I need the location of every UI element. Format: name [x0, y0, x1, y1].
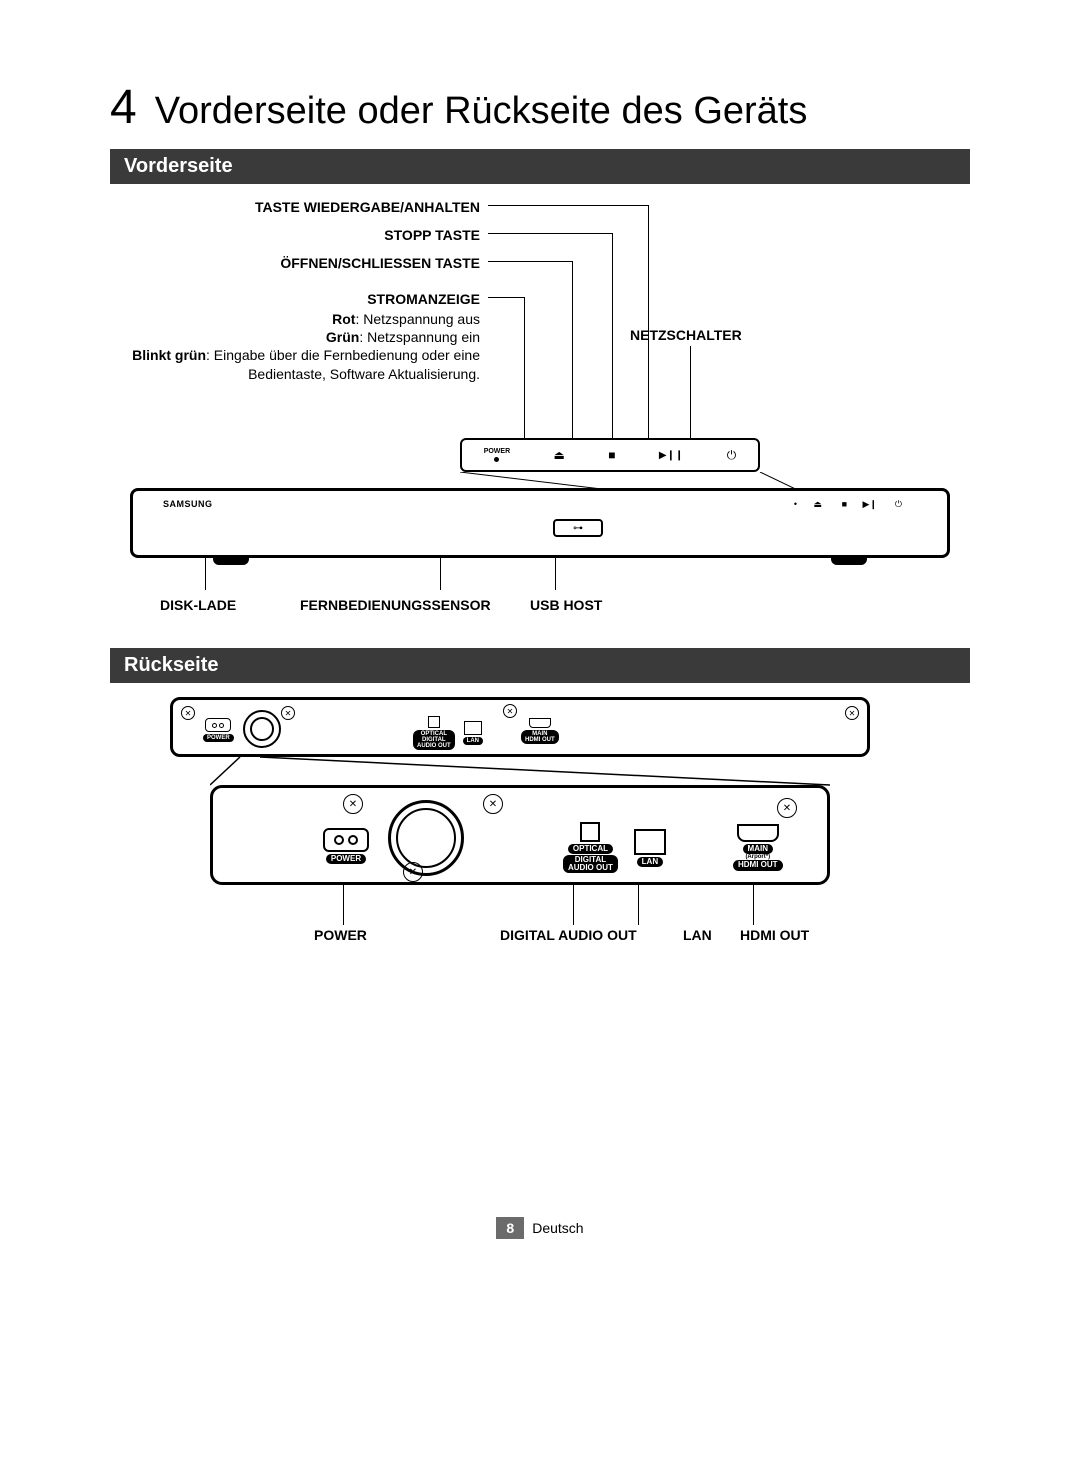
- leader: [488, 261, 572, 262]
- brand-logo: SAMSUNG: [163, 499, 213, 509]
- port-label: LAN: [637, 857, 663, 867]
- desc-red-text: : Netzspannung aus: [355, 311, 480, 327]
- label-back-digital-audio: DIGITAL AUDIO OUT: [500, 927, 637, 943]
- port-label: OPTICAL: [568, 844, 613, 854]
- back-zoom-wedge: [210, 757, 830, 787]
- label-power-switch: NETZSCHALTER: [630, 326, 742, 344]
- screw-icon: ✕: [343, 794, 363, 814]
- mini-led-icon: •: [794, 499, 797, 509]
- label-stop: STOPP TASTE: [110, 226, 480, 244]
- label-usb-host: USB HOST: [530, 596, 602, 614]
- leader: [690, 346, 691, 438]
- port-label: MAINHDMI OUT: [521, 730, 559, 744]
- label-remote-sensor: FERNBEDIENUNGSSENSOR: [300, 596, 491, 614]
- port-label: HDMI OUT: [733, 860, 783, 870]
- leader: [612, 233, 613, 438]
- power-icon: ⏻: [727, 448, 737, 463]
- screw-icon: ✕: [181, 706, 195, 720]
- play-pause-icon: ▶❙❙: [659, 450, 683, 461]
- front-controls-zoom: POWER ⏏ ■ ▶❙❙ ⏻: [460, 438, 760, 472]
- label-back-lan: LAN: [683, 927, 712, 943]
- mini-eject-icon: ⏏: [813, 499, 822, 510]
- screw-icon: ✕: [483, 794, 503, 814]
- leader: [343, 885, 344, 925]
- fan-icon: [388, 800, 464, 876]
- heading-number: 4: [110, 80, 137, 135]
- label-open-close: ÖFFNEN/SCHLIESSEN TASTE: [110, 254, 480, 272]
- back-diagram: ✕ ✕ ✕ ✕ POWER OPTICALDIGITALAUDIO OUT LA…: [110, 697, 970, 957]
- screw-icon: ✕: [503, 704, 517, 718]
- power-port: POWER: [323, 828, 369, 864]
- page-number: 8: [496, 1217, 524, 1239]
- desc-green-key: Grün: [326, 329, 359, 345]
- page-footer: 8 Deutsch: [110, 1217, 970, 1239]
- leader: [524, 297, 525, 438]
- mini-play-icon: ▶❙: [863, 499, 877, 510]
- port-label: LAN: [463, 737, 483, 745]
- stop-icon: ■: [608, 448, 615, 462]
- port-label: DIGITALAUDIO OUT: [563, 855, 618, 873]
- label-power-indicator: STROMANZEIGE: [110, 290, 480, 308]
- optical-port: OPTICAL DIGITALAUDIO OUT: [563, 822, 618, 873]
- screw-icon: ✕: [281, 706, 295, 720]
- desc-green-text: : Netzspannung ein: [359, 329, 480, 345]
- device-foot: [213, 555, 249, 565]
- mini-stop-icon: ■: [842, 499, 847, 509]
- desc-blink-key: Blinkt grün: [132, 347, 206, 363]
- port-label: OPTICALDIGITALAUDIO OUT: [413, 730, 455, 750]
- leader: [573, 885, 574, 925]
- port-label: POWER: [203, 734, 234, 742]
- fan-icon: [243, 710, 281, 748]
- section-bar-front: Vorderseite: [110, 149, 970, 184]
- device-foot: [831, 555, 867, 565]
- optical-port-small: OPTICALDIGITALAUDIO OUT: [413, 716, 455, 750]
- zoom-power-label: POWER: [484, 448, 510, 455]
- lan-port-small: LAN: [463, 721, 483, 745]
- label-play-pause: TASTE WIEDERGABE/ANHALTEN: [110, 198, 480, 216]
- power-indicator-desc: Rot: Netzspannung aus Grün: Netzspannung…: [110, 310, 480, 383]
- port-label: POWER: [326, 854, 366, 864]
- leader: [488, 297, 524, 298]
- hdmi-port-small: MAINHDMI OUT: [521, 718, 559, 744]
- heading-title: Vorderseite oder Rückseite des Geräts: [155, 90, 808, 133]
- eject-icon: ⏏: [554, 448, 565, 462]
- power-port-small: POWER: [203, 718, 234, 742]
- hdmi-port: MAIN (Arport*) HDMI OUT: [733, 824, 783, 871]
- desc-blink-text: : Eingabe über die Fernbedienung oder ei…: [206, 347, 480, 381]
- back-device-zoom: ✕ ✕ ✕ ✕ POWER OPTICAL DIGITALAUDIO OUT: [210, 785, 830, 885]
- leader: [638, 885, 639, 925]
- front-diagram: TASTE WIEDERGABE/ANHALTEN STOPP TASTE ÖF…: [110, 198, 970, 618]
- leader: [572, 261, 573, 438]
- leader: [488, 205, 648, 206]
- port-label: MAIN: [743, 844, 773, 854]
- screw-icon: ✕: [777, 798, 797, 818]
- label-back-power: POWER: [314, 927, 367, 943]
- usb-port-icon: ⊶: [553, 519, 603, 537]
- footer-language: Deutsch: [532, 1220, 583, 1236]
- leader: [648, 205, 649, 438]
- power-led-icon: [494, 457, 499, 462]
- label-disk-tray: DISK-LADE: [160, 596, 236, 614]
- desc-red-key: Rot: [332, 311, 355, 327]
- leader: [488, 233, 612, 234]
- screw-icon: ✕: [845, 706, 859, 720]
- section-bar-back: Rückseite: [110, 648, 970, 683]
- mini-power-icon: ⏻: [895, 499, 902, 510]
- back-device-small: ✕ ✕ ✕ ✕ POWER OPTICALDIGITALAUDIO OUT LA…: [170, 697, 870, 757]
- lan-port: LAN: [634, 829, 666, 867]
- page-heading: 4 Vorderseite oder Rückseite des Geräts: [110, 80, 970, 135]
- leader: [753, 885, 754, 925]
- front-device-body: SAMSUNG ⊶ • ⏏ ■ ▶❙ ⏻: [130, 488, 950, 558]
- label-back-hdmi: HDMI OUT: [740, 927, 809, 943]
